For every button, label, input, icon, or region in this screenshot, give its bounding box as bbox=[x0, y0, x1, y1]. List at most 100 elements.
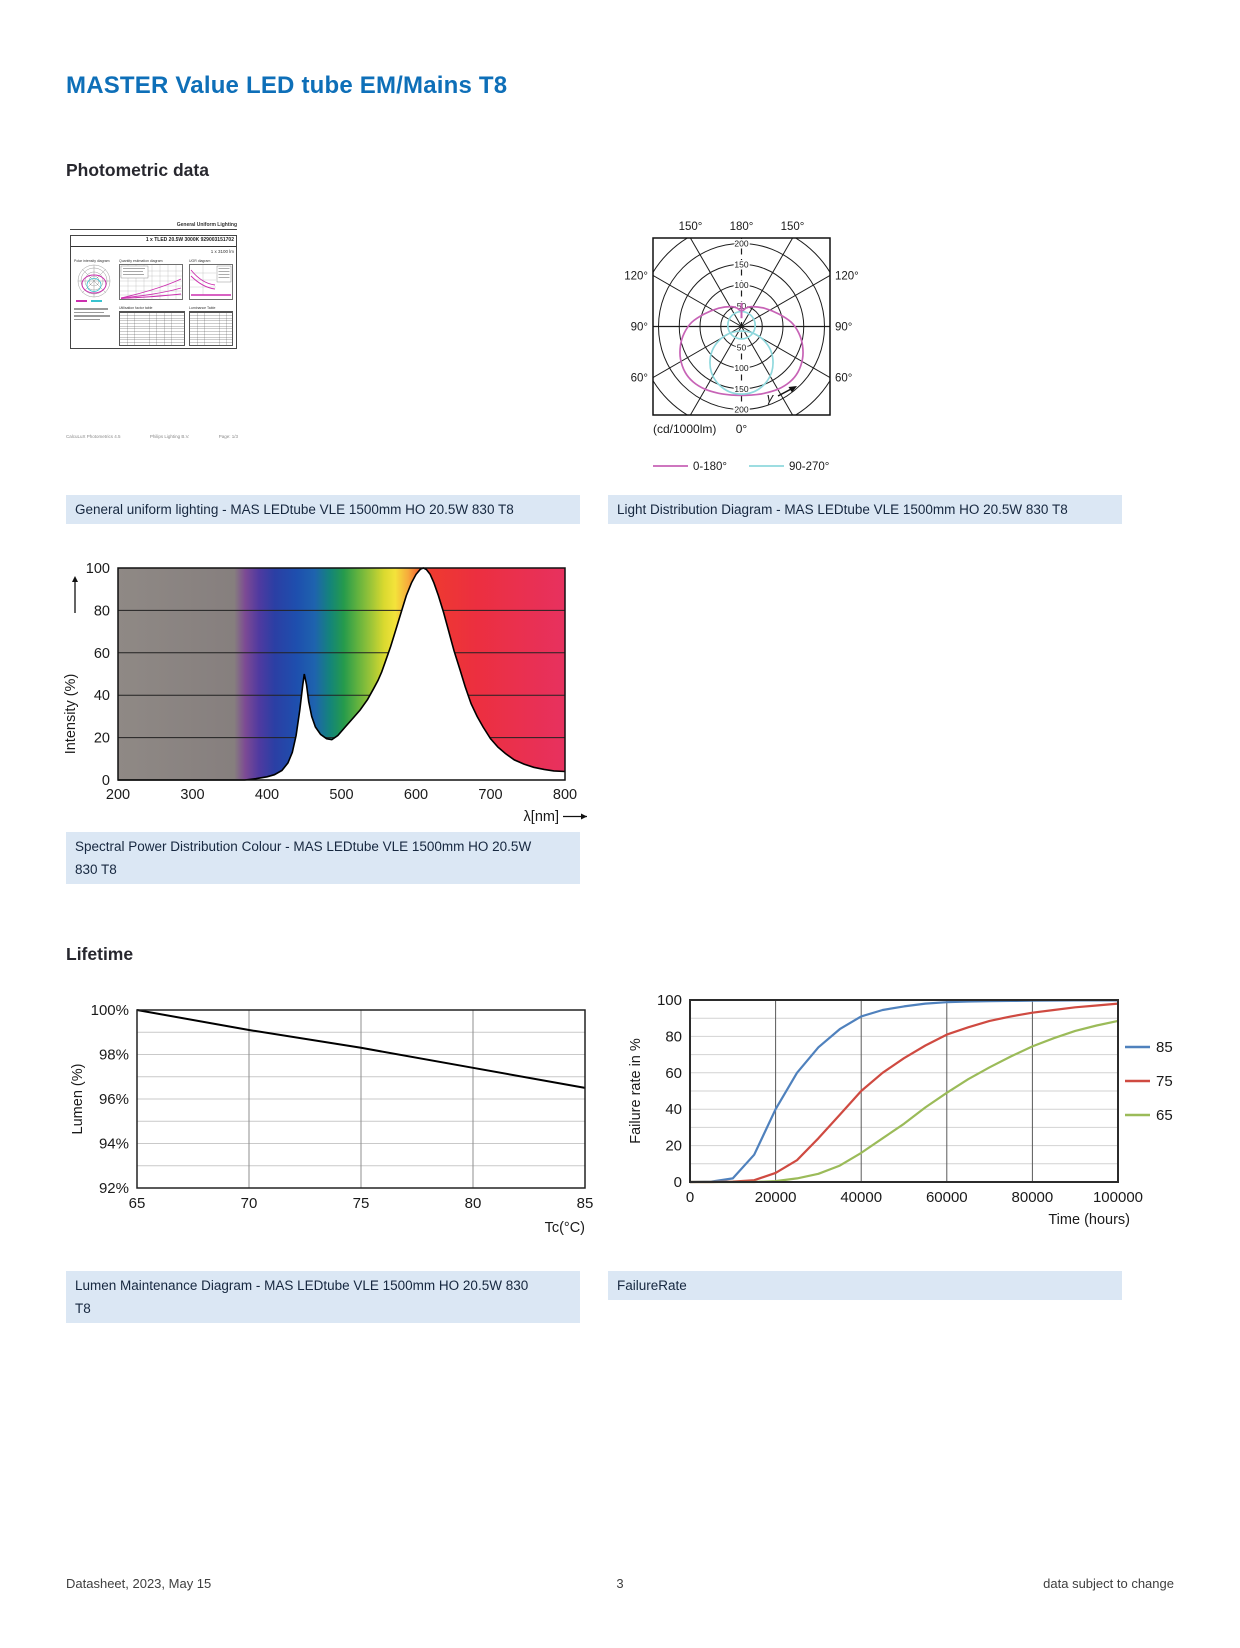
y-tick-label: 0 bbox=[674, 1174, 682, 1191]
x-axis-label: Tc(°C) bbox=[545, 1220, 585, 1236]
gamma-label: γ bbox=[767, 390, 775, 405]
angle-label: 120° bbox=[624, 271, 648, 283]
thumbnail-rule bbox=[70, 229, 237, 230]
y-tick-label: 40 bbox=[665, 1101, 682, 1118]
y-axis-label: Intensity (%) bbox=[63, 674, 79, 755]
y-tick-label: 80 bbox=[665, 1028, 682, 1045]
curve-c90-c270 bbox=[709, 330, 774, 395]
x-tick-label: 500 bbox=[329, 787, 353, 803]
x-tick-label: 300 bbox=[180, 787, 204, 803]
polar-radial bbox=[741, 274, 830, 327]
y-tick-label: 100 bbox=[86, 561, 110, 577]
x-tick-label: 65 bbox=[129, 1195, 146, 1212]
caption-light-distribution: Light Distribution Diagram - MAS LEDtube… bbox=[608, 495, 1122, 524]
thumbnail-utilisation-table: Utilisation factor table bbox=[119, 306, 185, 346]
angle-label: 90° bbox=[835, 322, 852, 334]
thumbnail-header: General Uniform Lighting bbox=[176, 222, 237, 228]
thumbnail-polar-legend bbox=[76, 300, 102, 302]
x-tick-label: 400 bbox=[255, 787, 279, 803]
thumbnail-page: 1 x TLED 20.5W 3000K 929003151702 1 x 31… bbox=[70, 235, 237, 349]
y-tick-label: 60 bbox=[665, 1065, 682, 1082]
thumbnail-ugr-panel: UGR diagram bbox=[189, 259, 235, 300]
x-axis-label: Time (hours) bbox=[1048, 1212, 1130, 1228]
x-tick-label: 85 bbox=[577, 1195, 594, 1212]
spd-curve bbox=[118, 567, 566, 781]
y-tick-label: 40 bbox=[94, 688, 110, 704]
thumbnail-quantity-chart bbox=[119, 264, 183, 300]
x-tick-label: 80000 bbox=[1012, 1189, 1054, 1206]
angle-label: 180° bbox=[730, 221, 754, 233]
light-distribution-chart: 5050100100150150200200γ150°180°150°120°1… bbox=[624, 221, 859, 473]
footer: Datasheet, 2023, May 15 3 data subject t… bbox=[66, 1576, 1174, 1591]
caption-lumen: Lumen Maintenance Diagram - MAS LEDtube … bbox=[66, 1271, 580, 1323]
thumbnail-ugr-chart bbox=[189, 264, 233, 300]
y-axis-label: Failure rate in % bbox=[628, 1038, 644, 1144]
ring-tick-label: 150 bbox=[734, 259, 748, 269]
thumbnail-quantity-panel: Quantity estimation diagram bbox=[119, 259, 185, 300]
ring-tick-label: 200 bbox=[734, 239, 748, 249]
ring-tick-label: 50 bbox=[737, 342, 747, 352]
angle-label: 60° bbox=[835, 373, 852, 385]
angle-label: 60° bbox=[631, 373, 648, 385]
angle-label: 90° bbox=[631, 322, 648, 334]
polar-radial bbox=[689, 326, 742, 415]
photometric-thumbnail: General Uniform Lighting 1 x TLED 20.5W … bbox=[70, 222, 237, 349]
x-tick-label: 700 bbox=[478, 787, 502, 803]
legend-label: 65 bbox=[1156, 1107, 1173, 1124]
x-tick-label: 40000 bbox=[840, 1189, 882, 1206]
x-tick-label: 100000 bbox=[1093, 1189, 1143, 1206]
y-tick-label: 96% bbox=[99, 1091, 129, 1108]
y-tick-label: 80 bbox=[94, 603, 110, 619]
thumbnail-legend-cyan bbox=[91, 300, 102, 302]
ring-tick-label: 100 bbox=[734, 280, 748, 290]
lumen-maintenance-chart: 100% 98% 96% 94% 92%65 70 75 80 85 Tc(°C) Lumen (%… bbox=[70, 1002, 594, 1236]
thumbnail-polar-panel: Polar intensity diagram bbox=[74, 259, 116, 300]
plot-frame bbox=[136, 1009, 586, 1189]
caption-spd: Spectral Power Distribution Colour - MAS… bbox=[66, 832, 580, 884]
thumbnail-doc-title: 1 x TLED 20.5W 3000K 929003151702 bbox=[71, 236, 236, 247]
y-tick-label: 0 bbox=[102, 773, 110, 789]
x-tick-label: 200 bbox=[106, 787, 130, 803]
angle-label: 150° bbox=[679, 221, 703, 233]
footer-right: data subject to change bbox=[1043, 1576, 1174, 1591]
y-tick-label: 98% bbox=[99, 1047, 129, 1064]
x-tick-label: 75 bbox=[353, 1195, 370, 1212]
polar-radial bbox=[741, 238, 794, 327]
x-tick-label: 60000 bbox=[926, 1189, 968, 1206]
x-tick-label: 80 bbox=[465, 1195, 482, 1212]
y-tick-label: 20 bbox=[94, 731, 110, 747]
polar-radial bbox=[741, 326, 794, 415]
polar-frame bbox=[652, 237, 831, 416]
angle-label: 120° bbox=[835, 271, 859, 283]
failure-rate-chart: 0 20 40 60 80 100 0 20000 40000 60000 80000 100000 T… bbox=[628, 992, 1173, 1228]
x-axis-label: λ[nm] bbox=[524, 809, 559, 825]
x-tick-label: 800 bbox=[553, 787, 577, 803]
footer-left: Datasheet, 2023, May 15 bbox=[66, 1576, 212, 1591]
angle-label: 150° bbox=[781, 221, 805, 233]
caption-general-uniform: General uniform lighting - MAS LEDtube V… bbox=[66, 495, 580, 524]
thumbnail-polar-chart bbox=[77, 264, 111, 298]
y-tick-label: 60 bbox=[94, 646, 110, 662]
spd-chart: 0 20 40 60 80 100 200 300 400 500 600 700 800 λ[nm] In… bbox=[63, 561, 587, 825]
angle-label: 0° bbox=[736, 422, 748, 436]
section-heading-photometric: Photometric data bbox=[66, 160, 209, 180]
plot-frame bbox=[117, 567, 566, 781]
y-tick-label: 92% bbox=[99, 1180, 129, 1197]
thumbnail-lumens: 1 x 3100 lm bbox=[210, 249, 234, 254]
y-tick-label: 100% bbox=[91, 1002, 129, 1019]
thumbnail-luminance-table: Luminance Table bbox=[189, 306, 233, 346]
legend-label: 90-270° bbox=[789, 461, 829, 473]
spd-area-under-curve bbox=[118, 568, 565, 780]
x-tick-label: 0 bbox=[686, 1189, 694, 1206]
gamma-arrowhead bbox=[788, 386, 797, 393]
x-tick-label: 70 bbox=[241, 1195, 258, 1212]
thumbnail-footer: CalcuLuX Photometrics 4.5 Philips Lighti… bbox=[66, 434, 238, 439]
legend-label: 85 bbox=[1156, 1039, 1173, 1056]
ring-tick-label: 100 bbox=[734, 363, 748, 373]
section-heading-lifetime: Lifetime bbox=[66, 944, 134, 964]
legend-label: 75 bbox=[1156, 1073, 1173, 1090]
y-axis-label: Lumen (%) bbox=[70, 1064, 86, 1135]
y-tick-label: 94% bbox=[99, 1136, 129, 1153]
polar-unit-label: (cd/1000lm) bbox=[653, 422, 716, 436]
ring-tick-label: 200 bbox=[734, 405, 748, 415]
